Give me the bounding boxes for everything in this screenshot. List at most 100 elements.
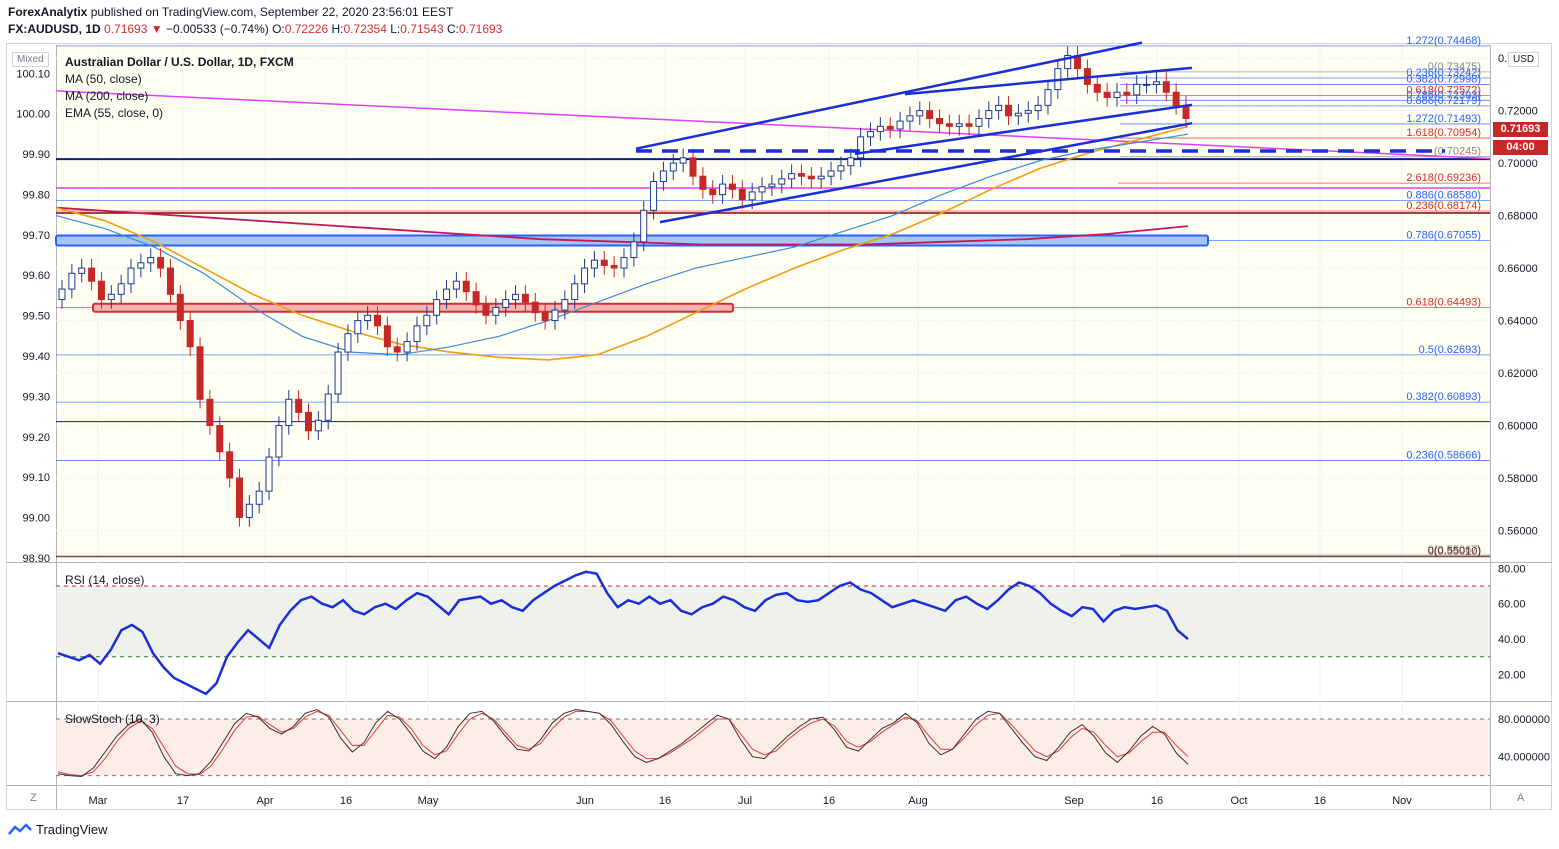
time-tick-1: 17 [177,795,189,807]
candle-body [1123,91,1131,96]
fib-label-4: 0.618(0.72572) [1406,85,1481,97]
candle-body [590,259,598,269]
candle-body [610,264,618,269]
candle-body [265,456,273,492]
candle-body [975,117,983,127]
candle-body [245,503,253,518]
stoch-k-line [57,708,1189,778]
candle-body [235,477,243,518]
rsi-label[interactable]: RSI (14, close) [65,573,145,587]
price-tick-2: 0.70000 [1498,158,1538,170]
candle-body [916,110,924,117]
candle-body [295,398,303,413]
candle-body [985,110,993,119]
candle-body [709,188,717,196]
stoch-label[interactable]: SlowStoch (10, 3) [65,712,160,726]
candle-body [1005,104,1013,117]
candle-body [531,301,539,314]
candle-body [216,425,224,453]
candle-body [896,120,904,130]
low-label: L: [390,22,401,36]
candle-body [945,123,953,127]
price-tick-3: 0.68000 [1498,211,1538,223]
candle-body [1014,112,1022,117]
candle-body [1024,110,1032,114]
candle-body [1162,81,1170,93]
left-tick-2: 99.90 [22,149,50,161]
publisher-name[interactable]: ForexAnalytix [8,5,88,19]
candle-body [226,451,234,479]
candle-body [97,280,105,301]
candle-body [157,257,165,269]
candle-body [374,314,382,327]
candle-body [768,183,776,188]
left-tick-12: 98.90 [22,553,50,565]
candle-body [1064,54,1072,70]
candle-body [837,165,845,172]
candle-body [512,293,520,301]
candle-body [807,175,815,180]
time-tick-3: 16 [340,795,352,807]
candle-body [778,178,786,185]
fib-label-14: 0.618(0.64493) [1406,297,1481,309]
candle-body [571,283,579,301]
left-tick-10: 99.10 [22,472,50,484]
fib-label-9: (0.70245) [1434,146,1481,158]
candle-body [1172,91,1180,106]
candle-body [324,393,332,421]
legend-ma200[interactable]: MA (200, close) [65,89,149,103]
price-tick-1: 0.72000 [1498,106,1538,118]
fib-label-12: 0.236(0.68174) [1406,200,1481,212]
price-tick-4: 0.66000 [1498,263,1538,275]
high-value: 0.72354 [343,22,387,36]
publish-info: ForexAnalytix published on TradingView.c… [8,5,453,19]
candle-body [1044,89,1052,106]
red-zone [92,302,734,313]
candle-body [797,173,805,177]
auto-scale-button[interactable]: A [1517,792,1525,804]
channel-lower [659,121,1193,224]
open-value: 0.72226 [284,22,329,36]
chart-frame [6,43,1552,810]
candle-body [502,299,510,308]
currency-badge[interactable]: USD [1508,52,1540,67]
symbol-label: FX:AUDUSD, 1D [8,22,101,36]
candle-body [906,115,914,122]
legend-ma50[interactable]: MA (50, close) [65,72,142,86]
zoom-z-button[interactable]: Z [30,792,37,804]
candle-body [147,257,155,264]
main-legend: Australian Dollar / U.S. Dollar, 1D, FXC… [65,54,294,122]
candle-body [728,183,736,190]
candle-body [1034,104,1042,112]
candle-body [521,293,529,303]
candle-body [88,267,96,282]
time-tick-12: Oct [1230,795,1247,807]
price-tick-5: 0.64000 [1498,316,1538,328]
candle-body [758,186,766,193]
candle-body [640,209,648,243]
candle-body [679,157,687,164]
candle-body [78,267,86,274]
candle-body [1133,83,1141,96]
ohlc-line: FX:AUDUSD, 1D 0.71693 ▼ −0.00533 (−0.74%… [8,22,502,36]
candle-body [995,104,1003,112]
legend-ema55[interactable]: EMA (55, close, 0) [65,106,164,120]
time-tick-6: 16 [659,795,671,807]
scale-mode-badge[interactable]: Mixed [12,52,49,67]
candle-body [482,304,490,316]
tradingview-logo[interactable]: TradingView [8,822,108,837]
candle-body [699,175,707,190]
candle-body [462,280,470,293]
candle-body [443,288,451,301]
last-price: 0.71693 [104,22,148,36]
published-text: published on TradingView.com, September … [90,5,454,19]
candle-body [669,162,677,172]
candle-body [866,131,874,138]
candle-body [748,191,756,201]
candle-body [620,257,628,269]
candle-body [827,170,835,177]
candle-body [68,272,76,290]
time-tick-11: 16 [1151,795,1163,807]
candle-body [857,136,865,159]
